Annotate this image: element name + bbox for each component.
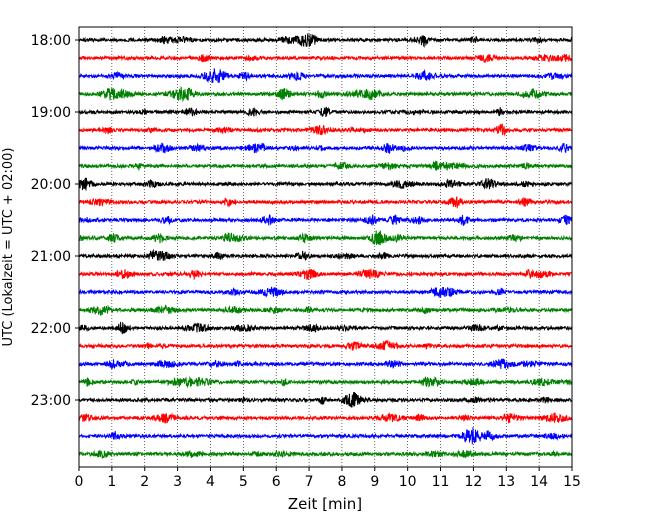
- seismic-trace-9: [78, 196, 573, 209]
- x-tick-label: 6: [272, 474, 281, 490]
- x-tick-label: 14: [530, 474, 548, 490]
- seismic-trace-2: [78, 68, 573, 84]
- x-tick-label: 12: [464, 474, 482, 490]
- x-tick-label: 2: [140, 474, 149, 490]
- y-tick-label: 21:00: [31, 249, 71, 265]
- seismic-trace-14: [78, 286, 573, 298]
- seismic-trace-0: [78, 33, 573, 48]
- x-axis-ticks: 0 1 2 3 4 5 6 7 8 9 10 11 12 13 14 15: [75, 467, 581, 490]
- x-tick-label: 8: [337, 474, 346, 490]
- y-tick-label: 20:00: [31, 177, 71, 193]
- x-axis-label: Zeit [min]: [288, 495, 362, 513]
- x-tick-label: 5: [239, 474, 248, 490]
- x-tick-label: 1: [107, 474, 116, 490]
- x-tick-label: 0: [75, 474, 84, 490]
- y-axis-ticks: 18:00 19:00 20:00 21:00 22:00 23:00: [31, 33, 79, 409]
- seismic-trace-11: [78, 230, 573, 246]
- seismic-trace-15: [78, 304, 573, 317]
- seismic-trace-19: [78, 375, 573, 389]
- seismic-trace-17: [78, 339, 573, 351]
- x-tick-label: 4: [206, 474, 215, 490]
- x-tick-label: 9: [370, 474, 379, 490]
- plot-frame: [78, 26, 573, 468]
- seismic-trace-23: [78, 449, 573, 460]
- seismic-trace-8: [78, 177, 573, 191]
- seismic-trace-3: [78, 86, 573, 103]
- seismic-trace-21: [78, 411, 573, 424]
- seismic-trace-7: [78, 160, 573, 171]
- y-tick-label: 19:00: [31, 105, 71, 121]
- seismic-trace-10: [78, 214, 573, 227]
- seismic-trace-22: [78, 427, 573, 445]
- y-tick-label: 23:00: [31, 393, 71, 409]
- seismic-traces: [78, 33, 573, 460]
- x-tick-label: 3: [173, 474, 182, 490]
- seismic-trace-12: [78, 248, 573, 261]
- vertical-gridlines: [111, 27, 540, 467]
- x-tick-label: 10: [399, 474, 417, 490]
- plot-area: [79, 27, 572, 467]
- seismic-trace-16: [78, 321, 573, 335]
- y-axis-label: UTC (Lokalzeit = UTC + 02:00): [1, 148, 16, 347]
- seismic-trace-13: [78, 267, 573, 280]
- x-tick-label: 15: [563, 474, 581, 490]
- seismic-trace-1: [78, 53, 573, 64]
- x-tick-label: 7: [305, 474, 314, 490]
- seismic-trace-5: [78, 123, 573, 137]
- x-tick-label: 13: [497, 474, 515, 490]
- seismic-trace-6: [78, 142, 573, 154]
- y-tick-label: 18:00: [31, 33, 71, 49]
- seismic-trace-4: [78, 106, 573, 118]
- seismic-trace-18: [78, 358, 573, 370]
- y-tick-label: 22:00: [31, 321, 71, 337]
- seismic-trace-20: [78, 392, 573, 408]
- x-tick-label: 11: [432, 474, 450, 490]
